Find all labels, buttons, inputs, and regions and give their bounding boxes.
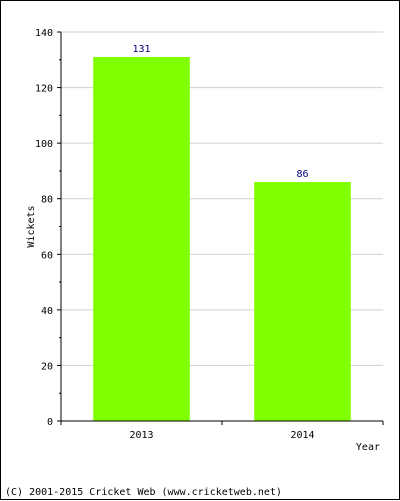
x-tick-label: 2013 bbox=[129, 430, 153, 441]
data-label: 86 bbox=[296, 169, 308, 180]
copyright-footer: (C) 2001-2015 Cricket Web (www.cricketwe… bbox=[5, 487, 282, 498]
x-axis-title: Year bbox=[356, 442, 380, 453]
y-tick-label: 60 bbox=[41, 250, 53, 261]
x-tick-label: 2014 bbox=[290, 430, 314, 441]
y-tick-label: 100 bbox=[35, 139, 53, 150]
y-tick-label: 0 bbox=[47, 417, 53, 428]
y-tick-label: 120 bbox=[35, 84, 53, 95]
y-tick-label: 40 bbox=[41, 306, 53, 317]
y-tick-label: 20 bbox=[41, 361, 53, 372]
y-ticks: 0 20 40 60 80 100 120 140 bbox=[35, 28, 61, 428]
y-tick-label: 80 bbox=[41, 195, 53, 206]
data-labels: 131 86 bbox=[132, 44, 308, 180]
bar bbox=[254, 182, 351, 421]
data-label: 131 bbox=[132, 44, 150, 55]
bars bbox=[93, 57, 351, 421]
y-axis-title: Wickets bbox=[26, 205, 37, 247]
y-tick-label: 140 bbox=[35, 28, 53, 39]
bar bbox=[93, 57, 190, 421]
x-ticks: 2013 2014 bbox=[60, 421, 384, 441]
